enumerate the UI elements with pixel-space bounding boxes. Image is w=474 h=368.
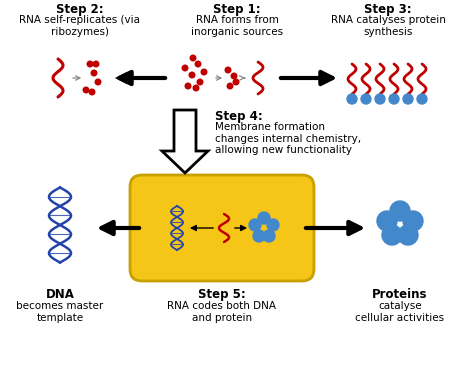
Circle shape (195, 61, 201, 67)
Circle shape (83, 87, 89, 93)
Circle shape (249, 219, 261, 231)
Text: DNA: DNA (46, 288, 74, 301)
Circle shape (253, 230, 265, 242)
Circle shape (93, 61, 99, 67)
Circle shape (190, 55, 196, 61)
Circle shape (398, 225, 418, 245)
Circle shape (258, 212, 270, 224)
Circle shape (347, 94, 357, 104)
Circle shape (263, 230, 275, 242)
Circle shape (227, 83, 233, 89)
Circle shape (193, 85, 199, 91)
Circle shape (375, 94, 385, 104)
Circle shape (417, 94, 427, 104)
Circle shape (95, 79, 101, 85)
Circle shape (361, 94, 371, 104)
Circle shape (87, 61, 93, 67)
Circle shape (225, 67, 231, 73)
Circle shape (403, 94, 413, 104)
Circle shape (403, 211, 423, 231)
Text: RNA self-replicates (via
ribozymes): RNA self-replicates (via ribozymes) (19, 15, 140, 36)
Circle shape (233, 79, 239, 85)
Text: Step 1:: Step 1: (213, 3, 261, 16)
Text: Proteins: Proteins (372, 288, 428, 301)
Text: catalyse
cellular activities: catalyse cellular activities (356, 301, 445, 323)
Circle shape (382, 225, 402, 245)
Circle shape (389, 94, 399, 104)
Circle shape (201, 69, 207, 75)
Circle shape (267, 219, 279, 231)
Circle shape (89, 89, 95, 95)
Text: becomes master
template: becomes master template (17, 301, 104, 323)
Text: RNA catalyses protein
synthesis: RNA catalyses protein synthesis (330, 15, 446, 36)
Circle shape (182, 65, 188, 71)
FancyBboxPatch shape (130, 175, 314, 281)
Text: Step 2:: Step 2: (56, 3, 104, 16)
Circle shape (91, 70, 97, 76)
Text: Step 3:: Step 3: (364, 3, 412, 16)
Circle shape (377, 211, 397, 231)
Circle shape (390, 201, 410, 221)
Text: Membrane formation
changes internal chemistry,
allowing new functionality: Membrane formation changes internal chem… (215, 122, 361, 155)
Circle shape (185, 83, 191, 89)
Text: RNA forms from
inorganic sources: RNA forms from inorganic sources (191, 15, 283, 36)
Text: RNA codes both DNA
and protein: RNA codes both DNA and protein (167, 301, 276, 323)
Text: Step 5:: Step 5: (198, 288, 246, 301)
Polygon shape (162, 110, 208, 173)
Circle shape (197, 79, 203, 85)
Circle shape (231, 73, 237, 79)
Text: Step 4:: Step 4: (215, 110, 263, 123)
Circle shape (189, 72, 195, 78)
